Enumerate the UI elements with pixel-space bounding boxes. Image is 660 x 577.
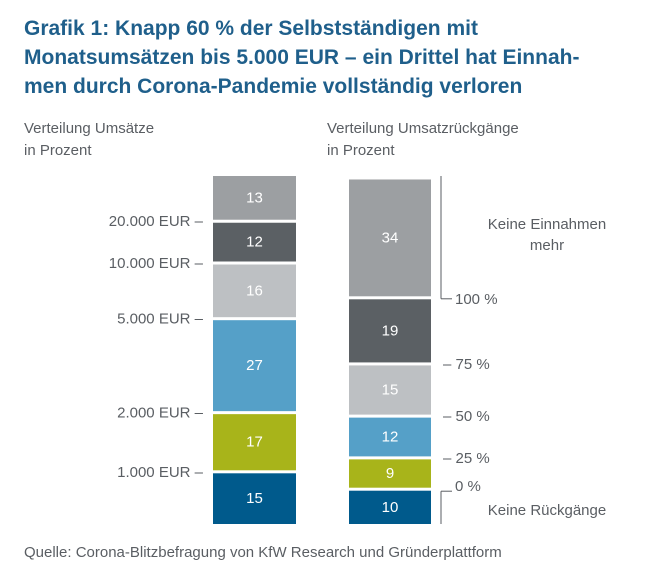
bar-segment: [349, 299, 431, 363]
chart-title: Grafik 1: Knapp 60 % der Selbstständigen…: [24, 14, 644, 101]
revenue-boundary-label: 10.000 EUR –: [109, 255, 204, 272]
right-annotations: 0 % – 25 % – 50 % – 75 % 100 % Keine Einnahme…: [440, 176, 606, 524]
annotation-no-income-line1: Keine Einnahmen: [488, 216, 606, 233]
segment-value-label: 12: [246, 234, 263, 251]
decline-boundary-label: – 75 %: [443, 356, 490, 373]
right-chart-subtitle: in Prozent: [327, 142, 395, 159]
bar-segment: [349, 490, 431, 524]
stacked-bar-revenue: 15 17 27 16 12 13 1.000 EUR – 2.000 EUR – 5.000 …: [109, 176, 296, 524]
left-chart-subtitle: in Prozent: [24, 142, 92, 159]
revenue-boundary-label: 2.000 EUR –: [117, 405, 204, 422]
decline-boundary-label: 100 %: [455, 291, 498, 308]
bar-segment: [349, 459, 431, 488]
segment-value-label: 34: [382, 229, 399, 246]
segment-value-label: 16: [246, 282, 263, 299]
segment-value-label: 15: [246, 490, 263, 507]
bar-segment: [213, 264, 296, 318]
segment-value-label: 15: [382, 382, 399, 399]
bar-segment: [213, 473, 296, 524]
bar-segment: [349, 365, 431, 415]
left-chart-header: Verteilung Umsätze in Prozent: [24, 118, 154, 162]
right-chart-title: Verteilung Umsatzrückgänge: [327, 120, 519, 137]
bar-segment: [213, 414, 296, 471]
segment-value-label: 12: [382, 429, 399, 446]
segment-value-label: 13: [246, 189, 263, 206]
bar-segment: [213, 320, 296, 412]
decline-boundary-label: – 25 %: [443, 450, 490, 467]
revenue-boundary-label: 20.000 EUR –: [109, 213, 204, 230]
decline-boundary-label: 0 %: [455, 478, 481, 495]
annotation-no-income-line2: mehr: [530, 237, 564, 254]
decline-boundary-label: – 50 %: [443, 408, 490, 425]
segment-value-label: 27: [246, 357, 263, 374]
bar-segment: [349, 179, 431, 297]
annotation-no-decline: Keine Rückgänge: [488, 502, 606, 519]
segment-value-label: 9: [386, 465, 394, 482]
bar-segment: [213, 176, 296, 220]
segment-value-label: 10: [382, 499, 399, 516]
bar-segment: [349, 417, 431, 457]
title-line-1: Grafik 1: Knapp 60 % der Selbstständigen…: [24, 17, 478, 40]
title-line-2: Monatsumsätzen bis 5.000 EUR – ein Dritt…: [24, 46, 580, 69]
stacked-bar-decline: 10 9 12 15 19 34: [349, 179, 431, 524]
revenue-boundary-label: 1.000 EUR –: [117, 464, 204, 481]
left-chart-title: Verteilung Umsätze: [24, 120, 155, 137]
source-note: Quelle: Corona-Blitzbefragung von KfW Re…: [24, 544, 502, 561]
segment-value-label: 17: [246, 434, 263, 451]
right-chart-header: Verteilung Umsatzrückgänge in Prozent: [327, 118, 519, 162]
bar-segment: [213, 222, 296, 262]
revenue-boundary-label: 5.000 EUR –: [117, 311, 204, 328]
segment-value-label: 19: [382, 322, 399, 339]
title-line-3: men durch Corona-Pandemie vollständig ve…: [24, 75, 523, 98]
